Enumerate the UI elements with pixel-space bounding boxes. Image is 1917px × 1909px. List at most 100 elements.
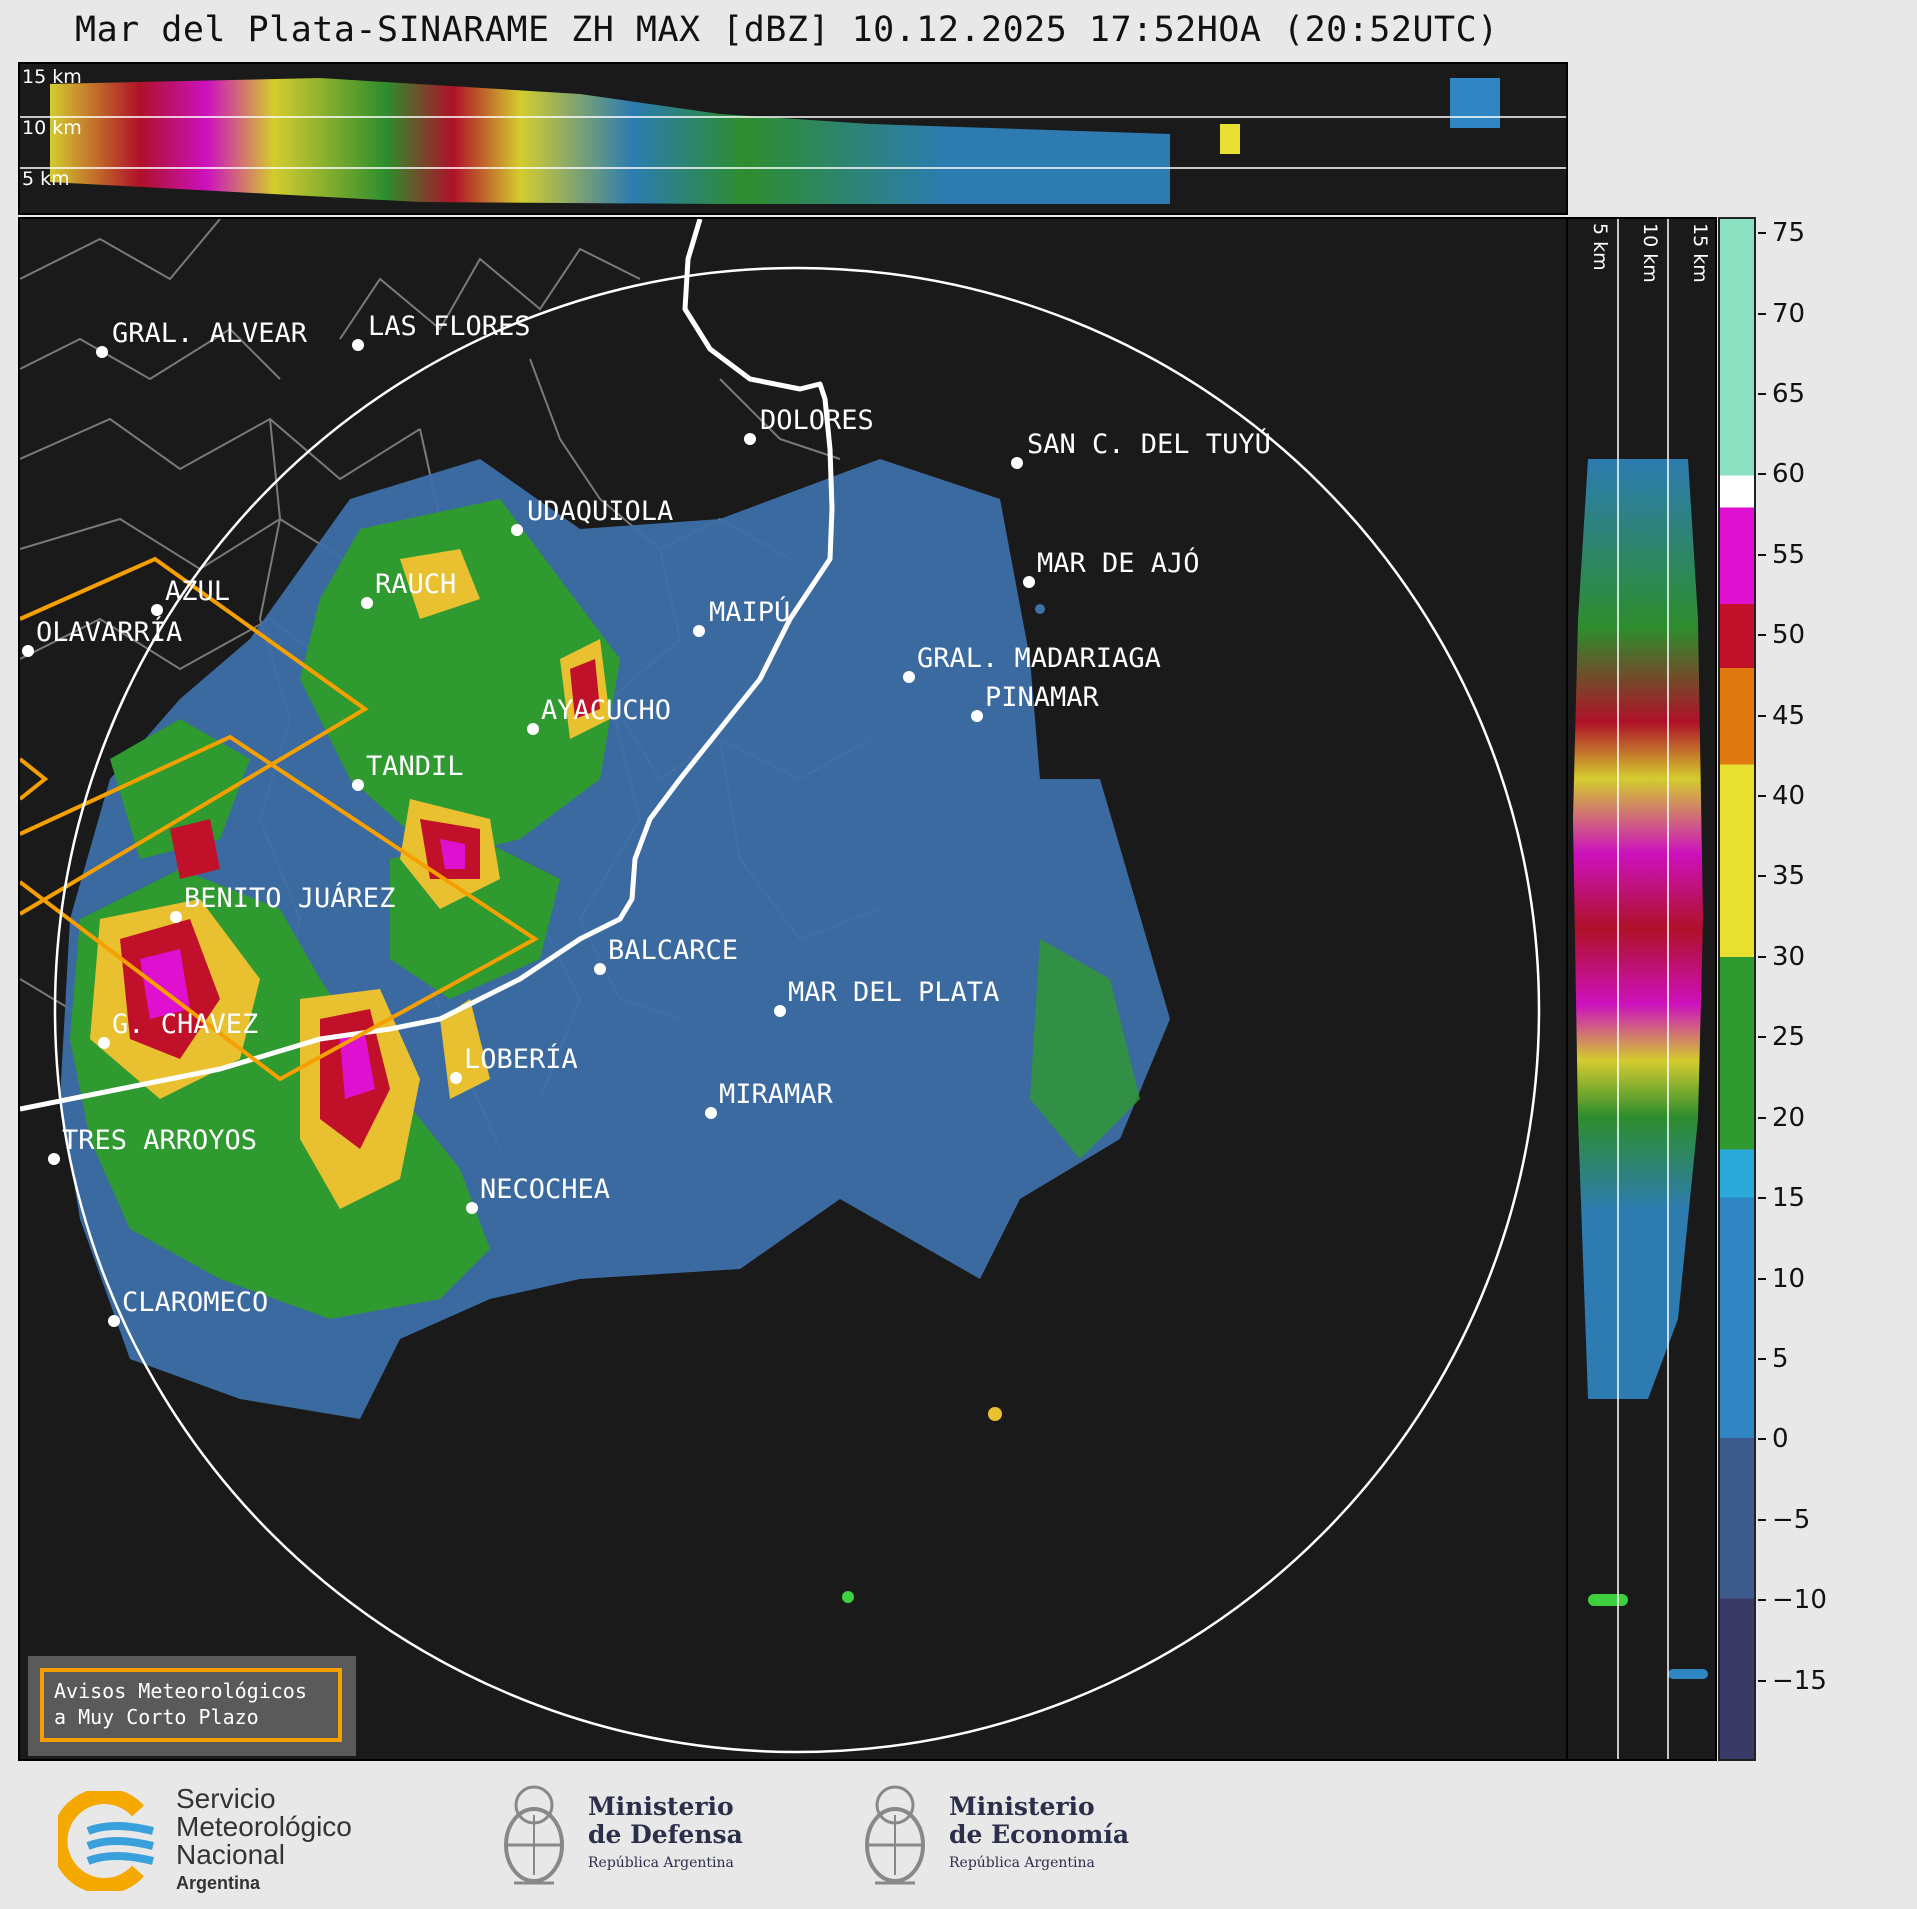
city-label: UDAQUIOLA: [527, 496, 673, 527]
colorbar-tick-label: 45: [1772, 700, 1806, 731]
colorbar-tick: [1758, 553, 1766, 556]
top-alt-label: 15 km: [22, 66, 82, 88]
colorbar-tick-label: 70: [1772, 298, 1806, 329]
right-cross-section-panel: 5 km 10 km 15 km: [1566, 217, 1717, 1761]
colorbar-tick-label: −15: [1772, 1665, 1827, 1696]
smn-line-2: Meteorológico: [176, 1811, 352, 1842]
defensa-line-1: Ministerio: [588, 1792, 734, 1821]
colorbar-tick: [1758, 1599, 1766, 1602]
colorbar-tick: [1758, 392, 1766, 395]
coat-of-arms-icon: [865, 1785, 925, 1885]
city-label: CLAROMECO: [122, 1287, 268, 1318]
colorbar-tick-label: 0: [1772, 1424, 1789, 1455]
economia-line-3: República Argentina: [949, 1855, 1095, 1871]
colorbar-tick-label: −5: [1772, 1504, 1811, 1535]
colorbar-tick: [1758, 473, 1766, 476]
colorbar-tick: [1758, 1277, 1766, 1280]
colorbar-tick: [1758, 232, 1766, 235]
colorbar-tick-label: −10: [1772, 1585, 1827, 1616]
colorbar-tick-label: 15: [1772, 1183, 1806, 1214]
city-label: LAS FLORES: [368, 311, 531, 342]
defensa-line-3: República Argentina: [588, 1855, 734, 1871]
economia-logo: Ministerio de Economía República Argenti…: [855, 1775, 1129, 1895]
city-label: MAIPÚ: [709, 596, 790, 628]
right-echo-band: [1573, 459, 1703, 1399]
city-label: MIRAMAR: [719, 1079, 834, 1110]
colorbar-tick-label: 55: [1772, 539, 1806, 570]
legend-line-2: a Muy Corto Plazo: [54, 1705, 259, 1729]
right-alt-label: 10 km: [1639, 223, 1661, 283]
colorbar-tick: [1758, 634, 1766, 637]
colorbar-tick-label: 25: [1772, 1022, 1806, 1053]
colorbar-tick: [1758, 1679, 1766, 1682]
city-label: LOBERÍA: [464, 1043, 578, 1075]
economia-line-2: de Economía: [949, 1820, 1130, 1849]
colorbar-tick: [1758, 312, 1766, 315]
colorbar-tick: [1758, 875, 1766, 878]
warning-legend-frame: Avisos Meteorológicos a Muy Corto Plazo: [40, 1668, 342, 1742]
top-cross-section-panel: 15 km 10 km 5 km: [18, 62, 1568, 215]
colorbar-tick-label: 40: [1772, 781, 1806, 811]
right-alt-label: 5 km: [1589, 223, 1611, 271]
colorbar-tick: [1758, 1197, 1766, 1200]
smn-line-3: Nacional: [176, 1839, 285, 1870]
warning-legend-box: Avisos Meteorológicos a Muy Corto Plazo: [28, 1656, 356, 1756]
dbz-colorbar: [1718, 217, 1756, 1761]
smn-line-4: Argentina: [176, 1873, 261, 1893]
colorbar-tick: [1758, 795, 1766, 797]
city-label: MAR DEL PLATA: [788, 977, 999, 1008]
colorbar-tick-label: 50: [1772, 620, 1806, 651]
defensa-logo: Ministerio de Defensa República Argentin…: [494, 1775, 743, 1895]
city-label: RAUCH: [375, 569, 456, 600]
colorbar-tick-label: 5: [1772, 1343, 1789, 1374]
city-label: NECOCHEA: [480, 1174, 610, 1205]
legend-line-1: Avisos Meteorológicos: [54, 1679, 307, 1703]
city-label: OLAVARRÍA: [36, 616, 182, 648]
city-dots: [22, 339, 1035, 1327]
city-label: GRAL. ALVEAR: [112, 318, 308, 349]
city-label: BALCARCE: [608, 935, 738, 966]
colorbar-tick: [1758, 1036, 1766, 1039]
colorbar-tick: [1758, 1357, 1766, 1360]
city-labels: GRAL. ALVEAR LAS FLORES DOLORES SAN C. D…: [36, 311, 1271, 1318]
smn-line-1: Servicio: [176, 1783, 276, 1814]
city-label: BENITO JUÁREZ: [184, 882, 395, 914]
city-label: DOLORES: [760, 405, 874, 436]
colorbar-tick-label: 75: [1772, 218, 1806, 249]
range-ring: [53, 266, 1541, 1754]
colorbar-tick-label: 35: [1772, 861, 1806, 892]
right-alt-label: 15 km: [1689, 223, 1711, 283]
footer: Servicio Meteorológico Nacional Argentin…: [0, 1761, 1917, 1909]
smn-emblem-icon: [58, 1791, 154, 1891]
defensa-line-2: de Defensa: [588, 1820, 743, 1849]
radar-map-panel: GRAL. ALVEAR LAS FLORES DOLORES SAN C. D…: [18, 217, 1568, 1761]
coat-of-arms-icon: [504, 1785, 564, 1885]
city-label: AYACUCHO: [541, 695, 671, 726]
economia-line-1: Ministerio: [949, 1792, 1095, 1821]
city-label: GRAL. MADARIAGA: [917, 643, 1161, 674]
city-label: G. CHAVEZ: [112, 1009, 258, 1040]
colorbar-tick: [1758, 714, 1766, 717]
colorbar-tick: [1758, 1116, 1766, 1119]
colorbar-tick-label: 30: [1772, 941, 1806, 972]
city-label: PINAMAR: [985, 682, 1100, 713]
smn-logo: Servicio Meteorológico Nacional Argentin…: [58, 1785, 352, 1897]
top-echo-band: [50, 78, 1170, 204]
top-alt-label: 5 km: [22, 168, 70, 190]
colorbar-tick-label: 60: [1772, 459, 1806, 490]
colorbar-tick-label: 65: [1772, 378, 1806, 409]
colorbar-tick: [1758, 1518, 1766, 1521]
radar-echoes: [60, 459, 1170, 1603]
top-alt-label: 10 km: [22, 117, 82, 139]
colorbar-tick: [1758, 955, 1766, 958]
colorbar-tick-label: 20: [1772, 1102, 1806, 1133]
colorbar-tick: [1758, 1438, 1766, 1441]
city-label: TANDIL: [366, 751, 464, 782]
city-label: MAR DE AJÓ: [1037, 547, 1200, 579]
city-label: SAN C. DEL TUYÚ: [1027, 428, 1271, 460]
coastline: [20, 219, 835, 1112]
city-label: AZUL: [165, 576, 230, 607]
colorbar-tick-label: 10: [1772, 1263, 1806, 1294]
warning-polygons: [20, 556, 539, 1082]
city-label: TRES ARROYOS: [62, 1125, 257, 1156]
